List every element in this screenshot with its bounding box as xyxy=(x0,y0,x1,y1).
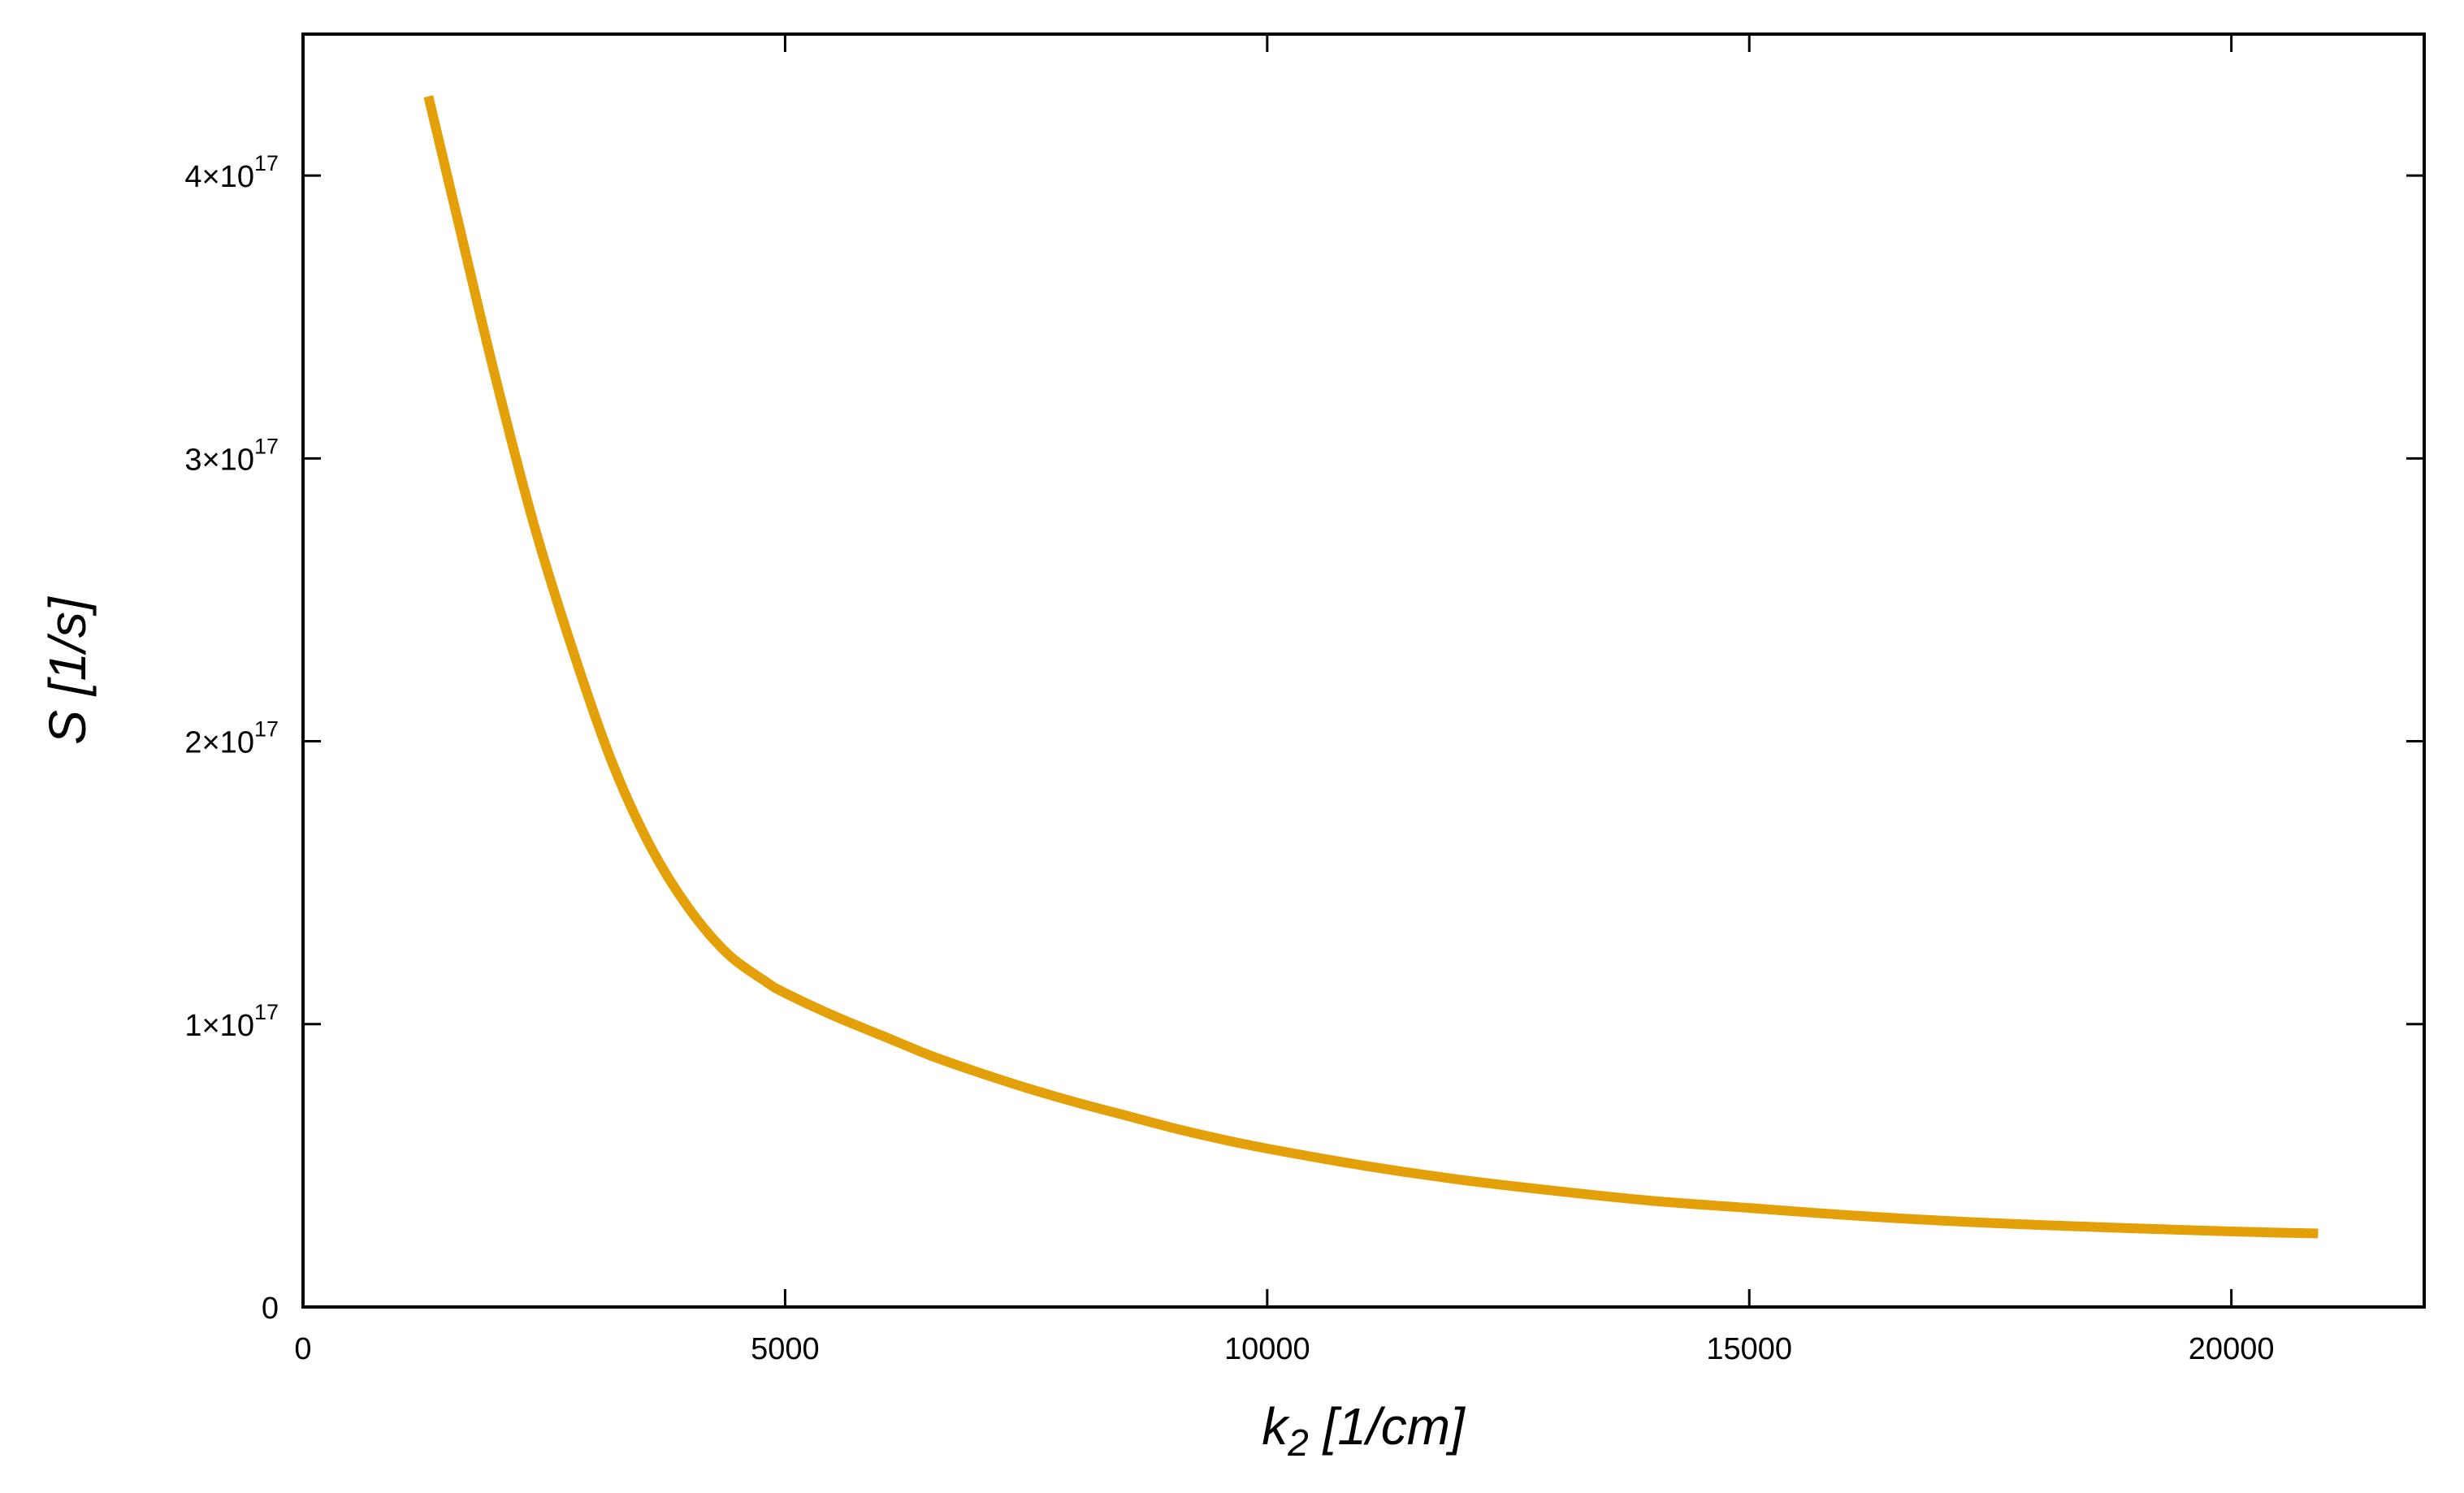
tick-labels: 0 5000 10000 15000 20000 0 1×1017 2×1017 3×1017 4… xyxy=(184,151,2274,1366)
x-tick-label-2: 10000 xyxy=(1224,1332,1310,1366)
x-axis-title: k2 [1/cm] xyxy=(1262,1397,1466,1464)
series-group xyxy=(423,95,2319,1239)
x-tick-label-3: 15000 xyxy=(1706,1332,1792,1366)
y-tick-label-2: 2×1017 xyxy=(184,717,279,760)
plot-frame xyxy=(301,32,2426,1309)
y-axis-title: S [1/s] xyxy=(38,596,97,745)
y-tick-label-3: 3×1017 xyxy=(184,434,279,477)
y-tick-label-0: 0 xyxy=(262,1292,279,1326)
x-tick-label-4: 20000 xyxy=(2189,1332,2275,1366)
x-tick-label-1: 5000 xyxy=(751,1332,820,1366)
axis-ticks xyxy=(301,34,2424,1309)
x-tick-label-0: 0 xyxy=(294,1332,311,1366)
y-tick-label-1: 1×1017 xyxy=(184,1000,279,1043)
series-line-0 xyxy=(423,95,2319,1239)
y-tick-label-4: 4×1017 xyxy=(184,151,279,194)
